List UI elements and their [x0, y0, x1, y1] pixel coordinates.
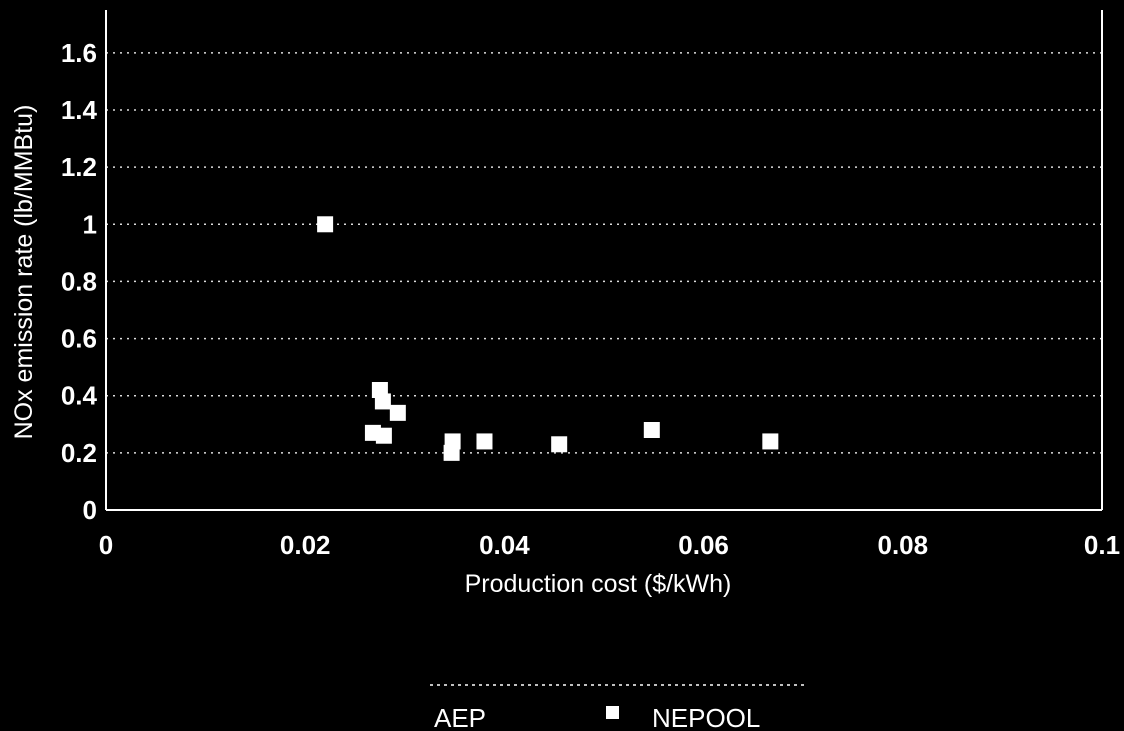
- legend-marker-nepool: [606, 706, 619, 719]
- data-point-nepool: [476, 433, 493, 450]
- y-tick-label: 0.6: [61, 324, 97, 354]
- x-axis-title: Production cost ($/kWh): [465, 570, 732, 598]
- data-point-nepool: [375, 427, 392, 444]
- x-tick-label: 0.1: [1084, 530, 1120, 560]
- y-tick-label: 1.4: [61, 95, 98, 125]
- axes: [105, 10, 1103, 511]
- data-point-nepool: [374, 393, 391, 410]
- y-tick-label: 0: [83, 495, 97, 525]
- y-tick-label: 0.8: [61, 266, 97, 296]
- x-tick-label: 0.02: [280, 530, 331, 560]
- x-tick-label: 0: [99, 530, 113, 560]
- y-tick-label: 0.4: [61, 381, 98, 411]
- x-tick-label: 0.04: [479, 530, 530, 560]
- data-point-nepool: [389, 404, 406, 421]
- data-point-nepool: [551, 436, 568, 453]
- y-tick-label: 1.6: [61, 38, 97, 68]
- y-tick-labels: 0 0.2 0.4 0.6 0.8 1 1.2 1.4 1.6: [61, 38, 98, 525]
- y-tick-label: 1.2: [61, 152, 97, 182]
- legend-label-aep: AEP: [434, 703, 486, 731]
- y-axis-title: NOx emission rate (lb/MMBtu): [10, 105, 38, 440]
- y-tick-label: 0.2: [61, 438, 97, 468]
- x-tick-labels: 0 0.02 0.04 0.06 0.08 0.1: [99, 530, 1120, 560]
- legend-label-nepool: NEPOOL: [652, 703, 760, 731]
- x-tick-label: 0.08: [877, 530, 928, 560]
- y-tick-label: 1: [83, 209, 97, 239]
- data-points: [317, 216, 779, 461]
- data-point-nepool: [317, 216, 334, 233]
- gridlines: [106, 52, 1102, 454]
- legend: AEP NEPOOL: [430, 684, 808, 731]
- data-point-nepool: [762, 433, 779, 450]
- data-point-nepool: [643, 422, 660, 438]
- data-point-nepool: [443, 444, 460, 461]
- x-tick-label: 0.06: [678, 530, 729, 560]
